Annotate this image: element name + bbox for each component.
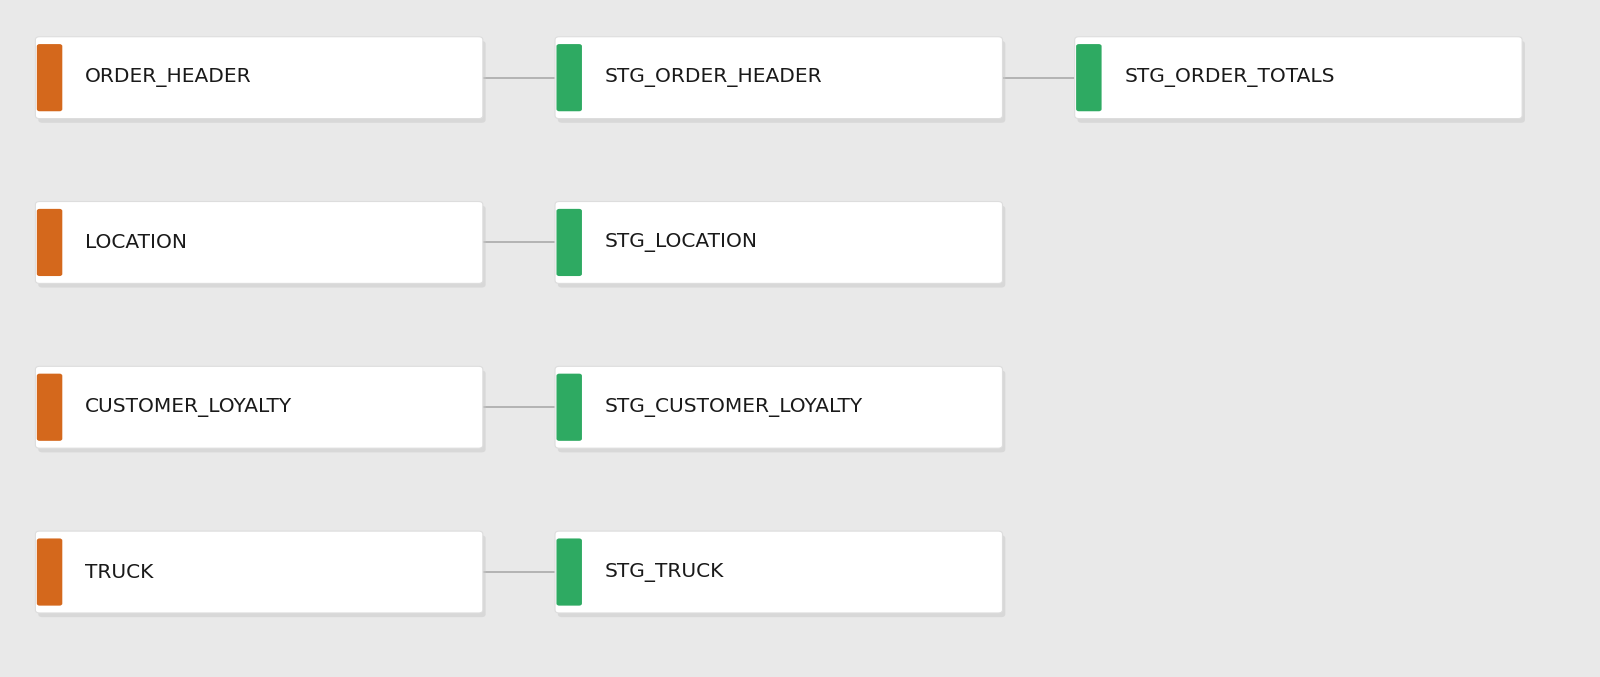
- FancyBboxPatch shape: [558, 41, 1005, 123]
- Text: LOCATION: LOCATION: [85, 233, 187, 252]
- FancyBboxPatch shape: [35, 531, 483, 613]
- FancyBboxPatch shape: [555, 366, 1003, 448]
- Text: STG_ORDER_HEADER: STG_ORDER_HEADER: [605, 68, 822, 87]
- FancyBboxPatch shape: [557, 538, 582, 606]
- FancyBboxPatch shape: [558, 536, 1005, 617]
- FancyBboxPatch shape: [38, 370, 486, 452]
- Text: STG_LOCATION: STG_LOCATION: [605, 233, 758, 252]
- FancyBboxPatch shape: [37, 44, 62, 111]
- FancyBboxPatch shape: [558, 370, 1005, 452]
- FancyBboxPatch shape: [37, 209, 62, 276]
- FancyBboxPatch shape: [38, 536, 486, 617]
- Text: STG_CUSTOMER_LOYALTY: STG_CUSTOMER_LOYALTY: [605, 398, 862, 417]
- Text: TRUCK: TRUCK: [85, 563, 154, 582]
- FancyBboxPatch shape: [38, 41, 486, 123]
- FancyBboxPatch shape: [557, 374, 582, 441]
- FancyBboxPatch shape: [555, 531, 1003, 613]
- FancyBboxPatch shape: [558, 206, 1005, 288]
- FancyBboxPatch shape: [1077, 41, 1525, 123]
- FancyBboxPatch shape: [37, 374, 62, 441]
- Text: ORDER_HEADER: ORDER_HEADER: [85, 68, 251, 87]
- Text: CUSTOMER_LOYALTY: CUSTOMER_LOYALTY: [85, 398, 293, 417]
- Text: STG_TRUCK: STG_TRUCK: [605, 563, 723, 582]
- Text: STG_ORDER_TOTALS: STG_ORDER_TOTALS: [1125, 68, 1334, 87]
- FancyBboxPatch shape: [1075, 37, 1522, 118]
- FancyBboxPatch shape: [557, 209, 582, 276]
- FancyBboxPatch shape: [35, 202, 483, 284]
- FancyBboxPatch shape: [1077, 44, 1101, 111]
- FancyBboxPatch shape: [35, 366, 483, 448]
- FancyBboxPatch shape: [37, 538, 62, 606]
- FancyBboxPatch shape: [555, 202, 1003, 284]
- FancyBboxPatch shape: [35, 37, 483, 118]
- FancyBboxPatch shape: [557, 44, 582, 111]
- FancyBboxPatch shape: [555, 37, 1003, 118]
- FancyBboxPatch shape: [38, 206, 486, 288]
